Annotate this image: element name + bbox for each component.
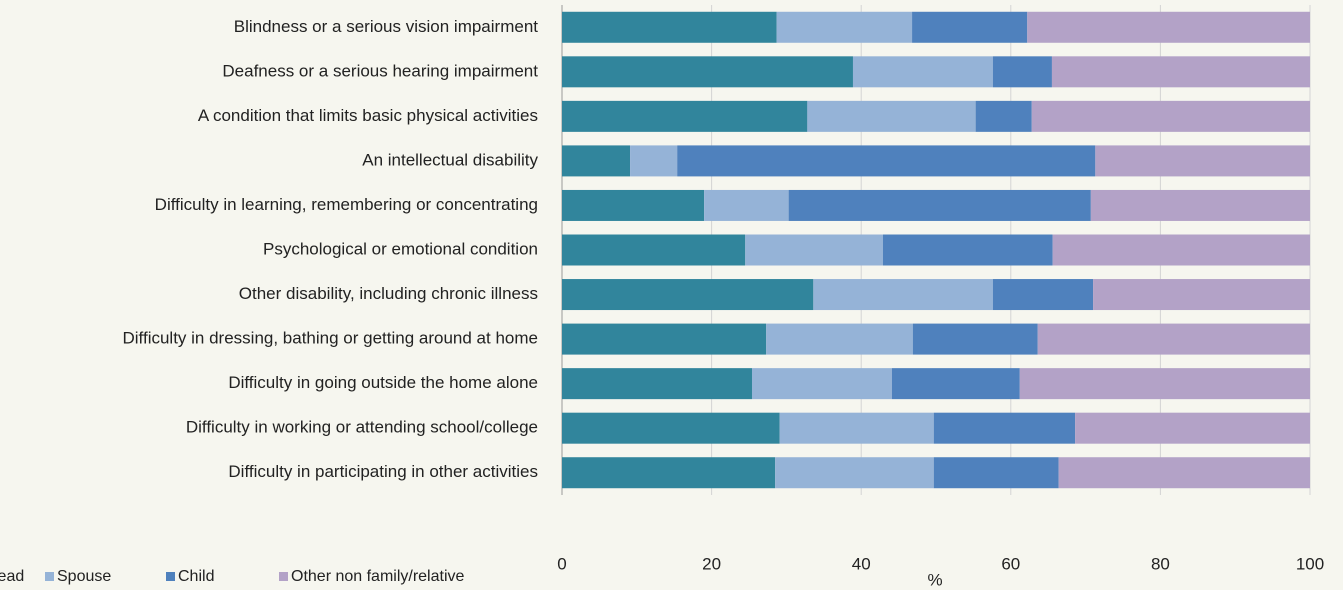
x-tick-label: 0 <box>557 554 566 573</box>
y-tick-label: Difficulty in going outside the home alo… <box>228 373 538 392</box>
bar-segment <box>992 56 1052 88</box>
bar-segment <box>992 279 1094 311</box>
bar-segment <box>562 145 631 177</box>
legend-label: Child <box>178 568 214 585</box>
x-tick-label: 100 <box>1296 554 1324 573</box>
bar-segment <box>1052 234 1310 266</box>
x-tick-label: 80 <box>1151 554 1170 573</box>
legend-label: Other non family/relative <box>291 568 465 585</box>
legend-swatch <box>279 572 288 581</box>
bar-segment <box>1031 100 1310 132</box>
y-tick-label: Difficulty in dressing, bathing or getti… <box>123 329 539 348</box>
y-tick-label: Other disability, including chronic illn… <box>239 284 538 303</box>
bar-segment <box>852 56 993 88</box>
bar-segment <box>562 323 767 355</box>
bar-segment <box>813 279 993 311</box>
bar-segment <box>775 457 934 489</box>
bar-segment <box>630 145 678 177</box>
bar-segment <box>912 11 1028 43</box>
bar-segment <box>912 323 1038 355</box>
bar-segment <box>1075 412 1310 444</box>
y-tick-label: Difficulty in participating in other act… <box>228 462 538 481</box>
bar-segment <box>562 11 777 43</box>
y-tick-label: Difficulty in working or attending schoo… <box>186 418 538 437</box>
bar-segment <box>776 11 913 43</box>
bar-segment <box>1095 145 1310 177</box>
y-tick-label: Difficulty in learning, remembering or c… <box>155 195 538 214</box>
bar-segment <box>1058 457 1310 489</box>
bar-segment <box>1093 279 1310 311</box>
legend-label: Spouse <box>57 568 111 585</box>
bar-segment <box>562 279 814 311</box>
legend-swatch <box>166 572 175 581</box>
bar-segment <box>751 368 892 400</box>
bar-segment <box>562 457 776 489</box>
x-tick-label: 20 <box>702 554 721 573</box>
bar-segment <box>882 234 1053 266</box>
bar-segment <box>788 189 1091 221</box>
bar-segment <box>933 457 1059 489</box>
y-tick-label: Blindness or a serious vision impairment <box>234 17 539 36</box>
bar-segment <box>766 323 913 355</box>
bar-segment <box>975 100 1032 132</box>
bar-segment <box>891 368 1020 400</box>
legend-label: Head <box>0 568 24 585</box>
bar-segment <box>677 145 1096 177</box>
bar-segment <box>562 189 705 221</box>
bar-segment <box>562 56 853 88</box>
legend-swatch <box>45 572 54 581</box>
bar-segment <box>1051 56 1310 88</box>
bar-segment <box>933 412 1076 444</box>
bar-segment <box>1090 189 1310 221</box>
bar-segment <box>1019 368 1310 400</box>
x-tick-label: 60 <box>1001 554 1020 573</box>
x-tick-label: 40 <box>852 554 871 573</box>
bar-segment <box>807 100 976 132</box>
bar-segment <box>562 412 780 444</box>
y-tick-label: An intellectual disability <box>362 150 538 169</box>
y-tick-label: Psychological or emotional condition <box>263 239 538 258</box>
bar-segment <box>562 368 752 400</box>
y-tick-label: A condition that limits basic physical a… <box>198 106 538 125</box>
bar-segment <box>562 234 746 266</box>
y-tick-label: Deafness or a serious hearing impairment <box>222 61 538 80</box>
bar-segment <box>704 189 789 221</box>
bar-segment <box>745 234 883 266</box>
x-axis-title: % <box>927 570 942 589</box>
bar-segment <box>1037 323 1310 355</box>
bar-segment <box>779 412 934 444</box>
bar-segment <box>562 100 808 132</box>
bar-segment <box>1027 11 1310 43</box>
